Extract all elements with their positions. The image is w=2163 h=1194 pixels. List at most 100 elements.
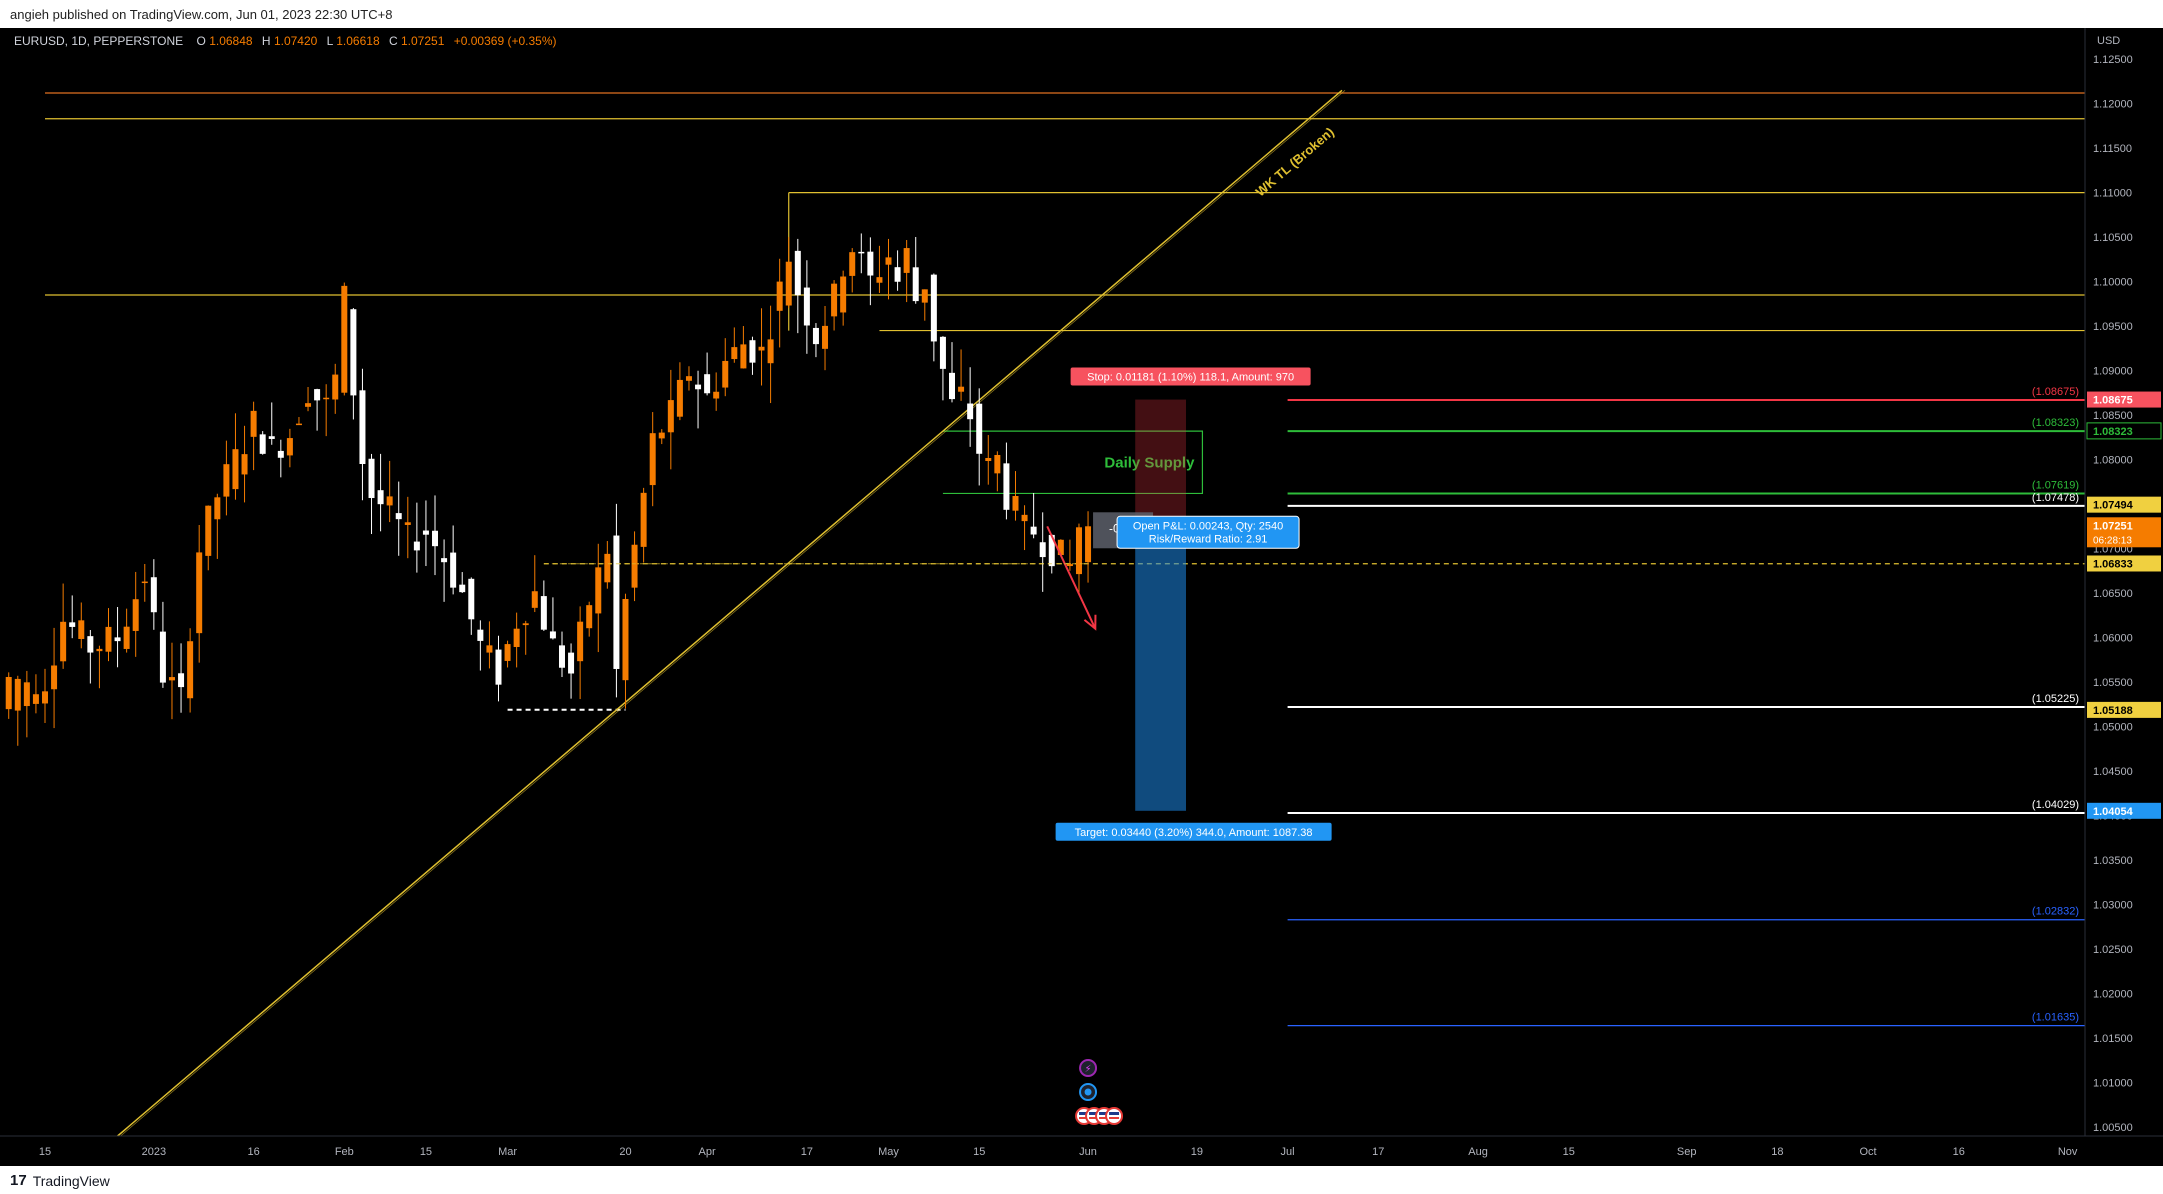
candle-body[interactable] xyxy=(422,530,429,535)
candle-body[interactable] xyxy=(622,598,629,681)
candle-body[interactable] xyxy=(232,449,239,490)
candle-body[interactable] xyxy=(159,631,166,683)
candle-body[interactable] xyxy=(812,327,819,345)
candle-body[interactable] xyxy=(386,496,393,506)
candle-body[interactable] xyxy=(14,678,21,711)
candle-body[interactable] xyxy=(1012,495,1019,511)
candle-body[interactable] xyxy=(51,665,58,690)
candle-body[interactable] xyxy=(1066,564,1073,567)
candle-body[interactable] xyxy=(513,628,520,647)
candle-body[interactable] xyxy=(305,403,312,407)
candle-body[interactable] xyxy=(277,450,284,458)
candle-body[interactable] xyxy=(939,336,946,369)
candle-body[interactable] xyxy=(522,623,529,626)
candle-body[interactable] xyxy=(5,676,12,710)
candle-body[interactable] xyxy=(803,287,810,326)
candle-body[interactable] xyxy=(831,283,838,317)
candle-body[interactable] xyxy=(486,645,493,653)
candle-body[interactable] xyxy=(1003,463,1010,510)
candle-body[interactable] xyxy=(704,374,711,394)
candle-body[interactable] xyxy=(250,410,257,437)
candle-body[interactable] xyxy=(477,629,484,641)
economic-event-flag-icon[interactable] xyxy=(1105,1107,1124,1125)
candle-body[interactable] xyxy=(23,682,30,707)
candle-body[interactable] xyxy=(713,391,720,399)
candle-body[interactable] xyxy=(976,403,983,454)
candle-body[interactable] xyxy=(740,344,747,369)
candle-body[interactable] xyxy=(468,578,475,620)
candle-body[interactable] xyxy=(241,454,248,475)
candle-body[interactable] xyxy=(178,673,185,688)
candle-body[interactable] xyxy=(259,434,266,454)
candle-body[interactable] xyxy=(359,390,366,465)
candle-body[interactable] xyxy=(1057,539,1064,556)
candle-body[interactable] xyxy=(223,464,230,497)
candle-body[interactable] xyxy=(404,522,411,525)
candle-body[interactable] xyxy=(667,400,674,433)
candle-body[interactable] xyxy=(1039,542,1046,558)
candle-body[interactable] xyxy=(395,513,402,520)
candle-body[interactable] xyxy=(558,645,565,668)
candle-body[interactable] xyxy=(912,267,919,302)
red-down-arrow[interactable] xyxy=(1046,525,1097,630)
candle-body[interactable] xyxy=(776,281,783,311)
candle-body[interactable] xyxy=(685,376,692,381)
target-zone[interactable] xyxy=(1135,526,1187,811)
candle-body[interactable] xyxy=(577,621,584,662)
candle-body[interactable] xyxy=(894,267,901,282)
candle-body[interactable] xyxy=(323,397,330,400)
candle-body[interactable] xyxy=(967,403,974,420)
candle-body[interactable] xyxy=(785,261,792,306)
candle-body[interactable] xyxy=(994,454,1001,474)
target-label-box[interactable] xyxy=(1055,822,1332,841)
candle-body[interactable] xyxy=(858,251,865,254)
candle-body[interactable] xyxy=(268,436,275,439)
candle-body[interactable] xyxy=(586,605,593,629)
candle-body[interactable] xyxy=(1030,526,1037,535)
candle-body[interactable] xyxy=(695,384,702,390)
candle-body[interactable] xyxy=(549,631,556,639)
candle-body[interactable] xyxy=(377,490,384,505)
chart-frame[interactable]: Daily Supply (1.08675) (1.08323) (1.07619)… xyxy=(0,28,2163,1166)
candle-body[interactable] xyxy=(840,276,847,313)
candle-body[interactable] xyxy=(187,641,194,699)
candle-body[interactable] xyxy=(631,544,638,588)
candle-body[interactable] xyxy=(531,591,538,608)
candle-body[interactable] xyxy=(849,252,856,276)
candle-body[interactable] xyxy=(930,274,937,342)
candle-body[interactable] xyxy=(495,649,502,685)
pnl-box[interactable] xyxy=(1116,515,1300,549)
candle-body[interactable] xyxy=(150,577,157,613)
candle-body[interactable] xyxy=(60,621,67,662)
candle-body[interactable] xyxy=(613,535,620,669)
candle-body[interactable] xyxy=(168,677,175,681)
candle-body[interactable] xyxy=(658,432,665,439)
candle-body[interactable] xyxy=(341,285,348,393)
candle-body[interactable] xyxy=(504,644,511,661)
candle-body[interactable] xyxy=(196,552,203,634)
candle-body[interactable] xyxy=(676,379,683,417)
candle-body[interactable] xyxy=(96,648,103,652)
candle-body[interactable] xyxy=(640,492,647,547)
candle-body[interactable] xyxy=(132,599,139,631)
candle-body[interactable] xyxy=(78,620,85,639)
candle-body[interactable] xyxy=(350,309,357,396)
candle-body[interactable] xyxy=(568,652,575,674)
stop-zone[interactable] xyxy=(1135,399,1187,527)
candle-body[interactable] xyxy=(141,581,148,584)
candle-body[interactable] xyxy=(441,558,448,563)
candle-body[interactable] xyxy=(758,346,765,351)
candle-body[interactable] xyxy=(32,694,39,704)
candle-body[interactable] xyxy=(985,457,992,462)
candle-body[interactable] xyxy=(794,250,801,296)
tradingview-logo[interactable]: 17 TradingView xyxy=(10,1172,110,1189)
candle-body[interactable] xyxy=(42,691,48,704)
candle-body[interactable] xyxy=(822,325,829,349)
weekly-trendline[interactable] xyxy=(117,89,1343,1137)
candle-body[interactable] xyxy=(432,530,439,547)
candle-body[interactable] xyxy=(1048,534,1055,567)
candle-body[interactable] xyxy=(105,626,112,652)
candle-body[interactable] xyxy=(69,622,76,627)
candle-body[interactable] xyxy=(921,289,928,303)
daily-supply-zone[interactable] xyxy=(942,430,1204,495)
